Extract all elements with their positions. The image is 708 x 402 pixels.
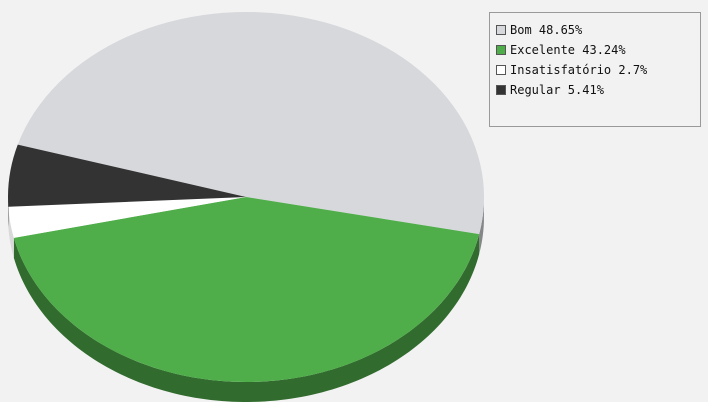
legend-item-regular: Regular 5.41% — [496, 80, 700, 100]
legend-label-excelente: Excelente 43.24% — [510, 43, 626, 57]
legend-item-bom: Bom 48.65% — [496, 20, 700, 40]
pie-slice-excelente — [13, 197, 480, 383]
legend-label-regular: Regular 5.41% — [510, 83, 604, 97]
legend-swatch-excelente — [496, 45, 506, 55]
pie-slice-bom — [17, 11, 485, 235]
pie-slice-insatisfatorio — [8, 197, 246, 238]
pie-side-bom — [479, 201, 484, 255]
pie-top-layer — [7, 11, 485, 383]
legend-label-bom: Bom 48.65% — [510, 23, 583, 37]
legend-swatch-insatisfatorio — [496, 65, 506, 75]
legend-item-insatisfatorio: Insatisfatório 2.7% — [496, 60, 700, 80]
legend-item-excelente: Excelente 43.24% — [496, 40, 700, 60]
legend: Bom 48.65% Excelente 43.24% Insatisfatór… — [489, 12, 701, 127]
pie-side-insatisfatorio — [8, 206, 14, 258]
legend-swatch-regular — [496, 85, 506, 95]
pie-side-excelente — [13, 234, 480, 402]
legend-label-insatisfatorio: Insatisfatório 2.7% — [510, 63, 648, 77]
pie-depth-layer — [8, 197, 484, 402]
legend-swatch-bom — [496, 25, 506, 35]
pie-slice-regular — [7, 144, 246, 207]
